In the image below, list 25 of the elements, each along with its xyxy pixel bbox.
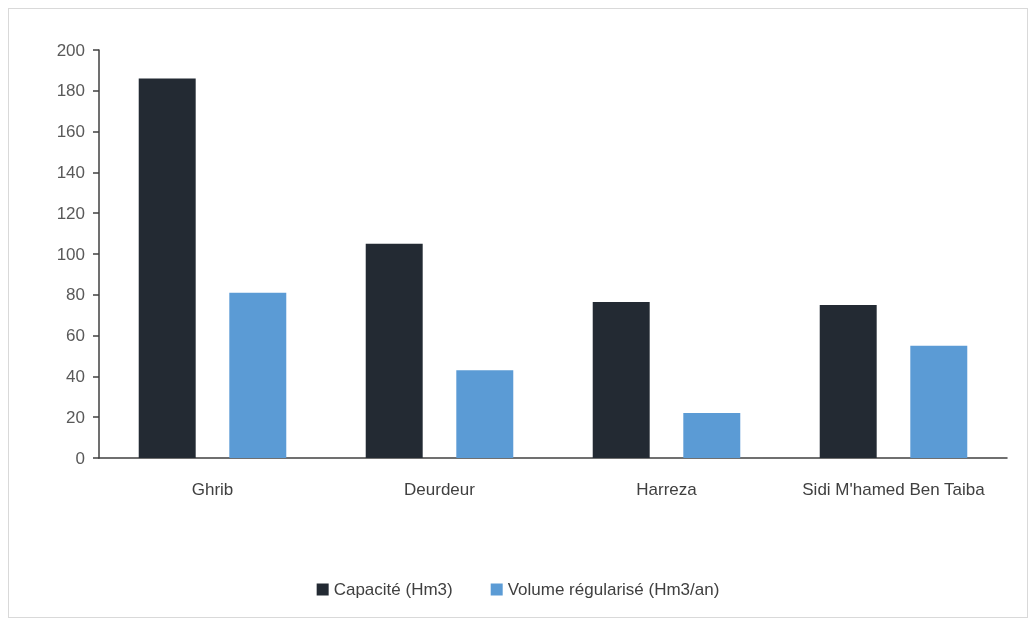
bar bbox=[229, 292, 287, 458]
legend-label: Volume régularisé (Hm3/an) bbox=[507, 580, 720, 599]
x-tick-label: Deurdeur bbox=[404, 479, 476, 499]
bar bbox=[819, 305, 877, 458]
y-tick-label: 20 bbox=[66, 407, 85, 427]
bar bbox=[592, 301, 650, 458]
bar bbox=[138, 78, 196, 458]
y-tick-label: 120 bbox=[56, 203, 85, 223]
bar bbox=[683, 413, 741, 458]
y-tick-label: 0 bbox=[75, 448, 85, 468]
x-tick-label: Harreza bbox=[636, 479, 698, 499]
y-tick-label: 180 bbox=[56, 81, 85, 101]
y-tick-label: 100 bbox=[56, 244, 85, 264]
y-tick-label: 80 bbox=[66, 285, 85, 305]
y-tick-label: 140 bbox=[56, 162, 85, 182]
bar bbox=[910, 345, 968, 458]
x-tick-label: Ghrib bbox=[191, 479, 234, 499]
y-tick-label: 200 bbox=[56, 40, 85, 60]
y-tick-label: 40 bbox=[66, 366, 85, 386]
bar bbox=[456, 370, 514, 458]
bar bbox=[365, 243, 423, 458]
y-tick-label: 60 bbox=[66, 326, 85, 346]
y-tick-label: 160 bbox=[56, 122, 85, 142]
legend-label: Capacité (Hm3) bbox=[333, 580, 453, 599]
x-tick-label: Sidi M'hamed Ben Taiba bbox=[802, 479, 986, 499]
